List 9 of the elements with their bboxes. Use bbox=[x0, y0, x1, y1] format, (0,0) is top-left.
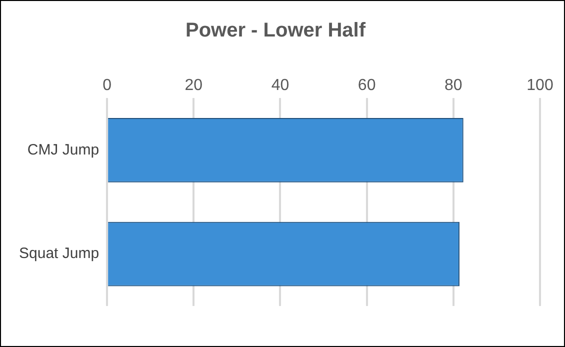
y-tick-label: CMJ Jump bbox=[27, 141, 100, 158]
x-tick-label: 80 bbox=[444, 77, 462, 94]
chart-title: Power - Lower Half bbox=[185, 20, 366, 42]
x-tick-label: 0 bbox=[102, 77, 112, 94]
y-tick-label: Squat Jump bbox=[19, 245, 100, 262]
x-tick-label: 60 bbox=[358, 77, 376, 94]
x-tick-label: 100 bbox=[526, 77, 554, 94]
x-tick-label: 40 bbox=[271, 77, 290, 94]
x-tick-label: 20 bbox=[184, 77, 203, 94]
